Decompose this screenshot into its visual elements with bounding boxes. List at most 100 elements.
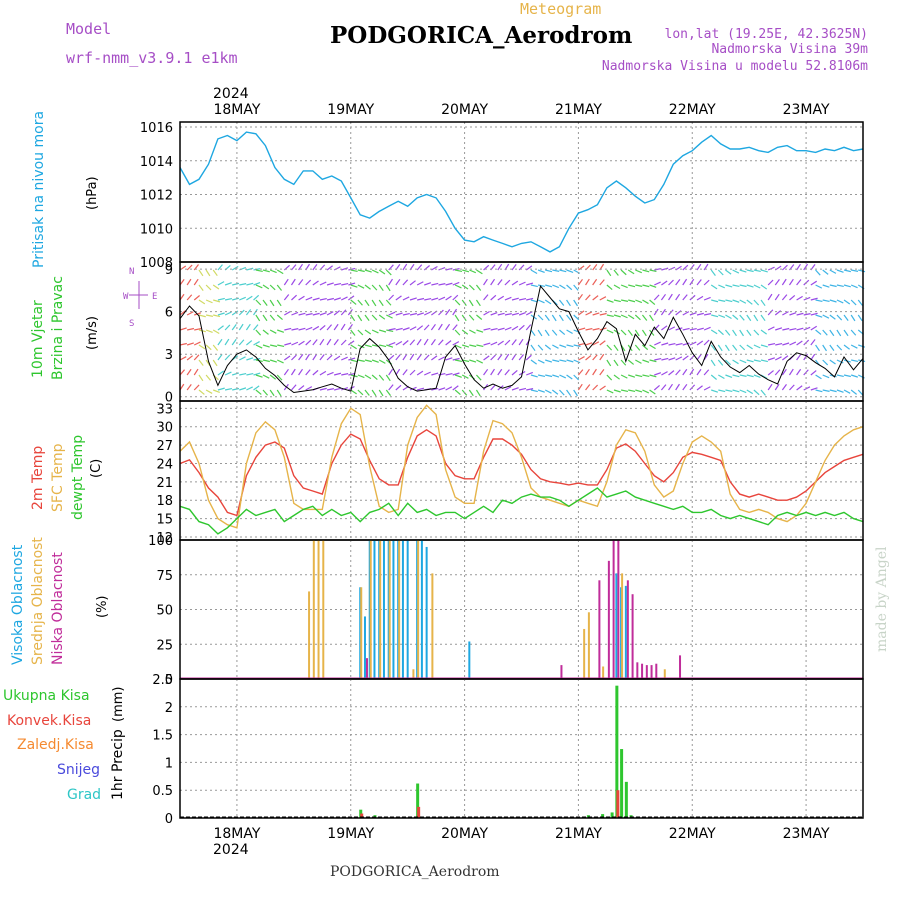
wind-barb [326,311,334,316]
wind-barb [836,374,844,378]
wind-barb [642,389,650,394]
wind-barb [753,389,760,396]
wind-barb [649,344,656,350]
wind-barb [782,355,789,361]
bar-Visoka Oblacnost [373,540,376,679]
wind-barb [829,389,837,393]
bar-Niska Oblacnost [636,662,639,679]
legend-snow: Snijeg [57,762,100,778]
wind-barb [350,389,357,395]
wind-barb [725,374,733,378]
wind-barb [788,368,794,376]
wind-barb [333,372,342,376]
wind-barb [305,313,313,316]
wind-barb [253,281,261,286]
wind-barb [312,353,318,361]
wind-barb [409,339,416,346]
wind-barb [578,356,585,361]
wind-barb [232,297,240,301]
wind-barb [431,387,439,391]
wind-barb [179,342,187,346]
wind-barb [552,359,560,363]
wind-barb [857,299,863,306]
wind-barb [850,299,857,306]
wind-barb [843,299,851,305]
wind-barb [746,344,753,350]
wind-barb [198,344,206,350]
wind-barb [689,341,697,346]
wind-barb [402,353,408,361]
wind-barb [454,299,461,306]
wind-barb [276,314,283,321]
wind-barb [409,326,417,331]
wind-barb [511,369,518,376]
wind-barb [696,354,702,361]
wind-barb [305,279,312,286]
wind-barb [186,294,193,301]
wind-barb [717,359,724,366]
wind-barb [212,329,220,335]
y-tick-label: 2.5 [152,673,173,688]
wind-barb [357,329,364,336]
wind-barb [767,309,774,316]
wind-barb [198,299,206,305]
wind-barb [739,389,747,394]
wind-barb [815,299,823,303]
wind-barb [193,368,199,376]
wind-barb [545,269,553,273]
wind-barb [518,324,525,331]
bar-Visoka Oblacnost [392,540,395,679]
wind-barb [767,370,774,376]
wind-barb [627,359,635,365]
wind-barb [246,340,253,346]
wind-barb [312,312,320,316]
wind-barb [326,338,332,346]
wind-barb [245,309,252,316]
wind-barb [388,264,394,271]
wind-barb [364,389,370,396]
y-tick-label: 21 [156,476,173,491]
wind-barb [559,269,567,273]
wind-barb [395,295,402,301]
wind-barb [675,293,681,301]
y-tick-label: 1.5 [152,729,173,744]
wind-barb [246,295,253,301]
wind-barb [668,342,676,346]
meteogram-label: Meteogram [520,0,601,18]
wind-barb [291,294,298,301]
wind-barb [796,353,802,361]
wind-barb [696,312,704,316]
wind-barb [724,344,730,352]
wind-barb [224,371,232,376]
y-tick-label: 18 [156,494,173,509]
wind-barb [585,311,593,316]
y-tick-label: 12 [156,531,173,546]
wind-barb [682,342,690,346]
low-cloud-axis-title: Niska Oblacnost [50,552,66,665]
top-date-20MAY: 20MAY [441,102,488,118]
wind-barb [796,312,804,316]
legend-total-rain: Ukupna Kisa [3,688,90,704]
bar-Visoka Oblacnost [624,585,627,679]
wind-barb [682,311,690,316]
wind-barb [430,323,436,331]
wind-barb [438,387,446,391]
wind-barb [858,269,866,273]
wind-barb [710,269,716,276]
wind-barb [284,327,292,331]
wind-barb [613,359,619,367]
wind-barb [454,359,463,363]
wind-barb [703,313,712,316]
wind-barb [402,369,408,376]
wind-barb [682,368,688,376]
wind-barb [246,357,254,361]
wind-barb [490,312,498,316]
wind-barb [402,263,408,271]
bar-Visoka Oblacnost [363,616,366,679]
wind-barb [224,297,233,301]
wind-barb [675,383,680,391]
wind-barb [350,314,356,322]
wind-barb [385,284,391,292]
wind-barb [217,387,225,391]
wind-barb [732,389,740,393]
